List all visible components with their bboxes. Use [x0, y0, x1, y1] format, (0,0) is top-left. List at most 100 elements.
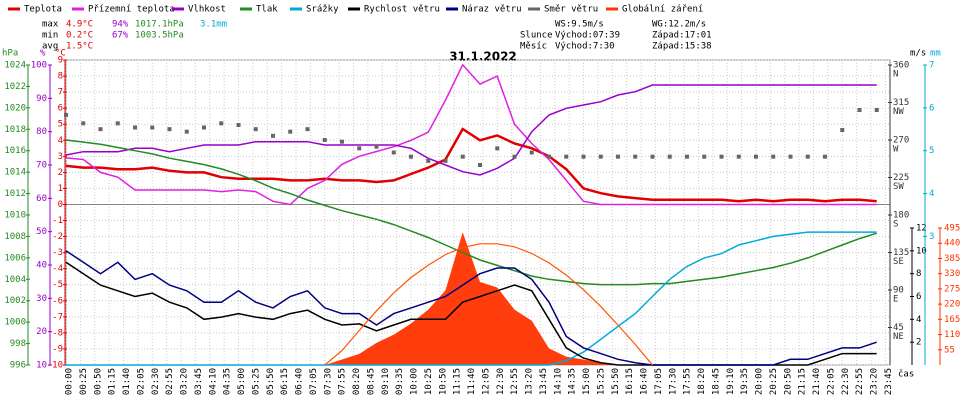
legend-label: Tlak: [256, 5, 278, 15]
y-tick-label: -7: [52, 312, 63, 322]
line: [65, 84, 877, 176]
y-tick-label: 275: [944, 284, 960, 294]
point: [547, 154, 551, 159]
y-tick-label: 330: [944, 269, 960, 279]
point: [685, 154, 689, 159]
point: [633, 154, 638, 159]
axis-unit: hPa: [2, 49, 18, 59]
point: [150, 125, 155, 130]
point: [771, 154, 776, 159]
y-tick-name: SE: [893, 257, 904, 267]
x-tick-label: 22:05: [826, 368, 836, 395]
y-tick-label: -1: [52, 216, 63, 226]
x-tick-label: 01:15: [108, 368, 118, 395]
y-tick-label: 0: [58, 200, 63, 210]
y-tick-label: 1008: [4, 232, 26, 242]
axis-unit: °C: [55, 49, 66, 59]
x-tick-label: 00:50: [93, 368, 103, 395]
point: [115, 121, 120, 126]
stat-text: avg: [42, 42, 58, 52]
y-tick-label: -4: [52, 264, 63, 274]
line: [324, 243, 653, 366]
y-tick-label: -3: [52, 248, 63, 258]
y-tick-label: 1010: [4, 211, 26, 221]
x-tick-label: 12:30: [496, 368, 506, 395]
y-tick-label: 8: [916, 269, 921, 279]
stat-text: 0.2°C: [66, 31, 93, 41]
x-tick-label: 02:30: [151, 368, 161, 395]
x-tick-label: 12:55: [510, 368, 520, 395]
astro-text: Západ:15:38: [652, 42, 712, 52]
y-tick-label: 998: [10, 339, 26, 349]
point: [391, 150, 396, 155]
x-tick-label: 20:25: [769, 368, 779, 395]
y-tick-label: -9: [52, 344, 63, 354]
y-tick-label: 70: [36, 161, 47, 171]
line: [65, 127, 877, 203]
y-tick-label: 165: [944, 315, 960, 325]
y-tick-label: 135: [893, 248, 909, 258]
x-tick-label: 21:15: [798, 368, 808, 395]
point: [253, 127, 258, 132]
x-tick-label: 09:35: [395, 368, 405, 395]
y-tick-label: 1: [58, 184, 63, 194]
point: [581, 154, 586, 159]
x-tick-label: 05:25: [251, 368, 261, 395]
y-tick-label: -6: [52, 296, 63, 306]
x-tick-label: 02:05: [136, 368, 146, 395]
y-tick-label: 1012: [4, 189, 26, 199]
y-tick-label: -5: [52, 280, 63, 290]
x-tick-label: 18:20: [697, 368, 707, 395]
legend-label: Globální záření: [622, 5, 703, 15]
point: [823, 154, 827, 159]
y-tick-label: 90: [36, 94, 47, 104]
x-tick-label: 15:25: [596, 368, 606, 395]
x-axis-label: čas: [898, 369, 914, 380]
legend-label: Vlhkost: [188, 5, 226, 15]
legend-label: Přízemní teplota: [88, 5, 175, 15]
y-tick-label: 80: [36, 127, 47, 137]
point: [495, 146, 500, 151]
y-tick-label: 1022: [4, 82, 26, 92]
x-tick-label: 16:15: [625, 368, 635, 395]
legend-label: Teplota: [24, 5, 62, 15]
point: [202, 125, 206, 130]
y-tick-label: 40: [36, 261, 47, 271]
point: [460, 154, 465, 159]
point: [736, 154, 741, 159]
y-tick-label: 6: [916, 292, 921, 302]
y-tick-label: 7: [929, 61, 934, 71]
y-tick-label: 440: [944, 239, 960, 249]
y-tick-label: 1004: [4, 275, 26, 285]
x-tick-label: 17:30: [668, 368, 678, 395]
line: [65, 250, 877, 366]
point: [426, 158, 431, 163]
legend-label: Srážky: [306, 5, 339, 15]
stat-text: max: [42, 20, 59, 30]
y-tick-label: 10: [916, 246, 927, 256]
x-tick-label: 03:20: [180, 368, 190, 395]
point: [754, 154, 758, 159]
y-tick-label: 20: [36, 327, 47, 337]
astro-text: Měsíc: [520, 42, 547, 52]
y-tick-label: 2: [58, 168, 63, 178]
x-tick-label: 15:00: [582, 368, 592, 395]
y-tick-label: 30: [36, 294, 47, 304]
x-tick-label: 16:40: [640, 368, 650, 395]
point: [322, 138, 327, 142]
x-tick-label: 05:00: [237, 368, 247, 395]
point: [667, 154, 672, 159]
x-tick-label: 05:50: [266, 368, 276, 395]
axis-unit: m/s: [910, 49, 926, 59]
y-tick-label: 12: [916, 224, 927, 234]
y-tick-label: 6: [929, 103, 934, 113]
point: [81, 121, 86, 126]
point: [529, 150, 534, 155]
x-tick-label: 20:50: [783, 368, 793, 395]
x-tick-label: 07:55: [338, 368, 348, 395]
point: [64, 113, 68, 117]
x-tick-label: 06:15: [280, 368, 290, 395]
point: [443, 158, 448, 163]
y-tick-label: 1016: [4, 146, 26, 156]
point: [288, 129, 293, 134]
